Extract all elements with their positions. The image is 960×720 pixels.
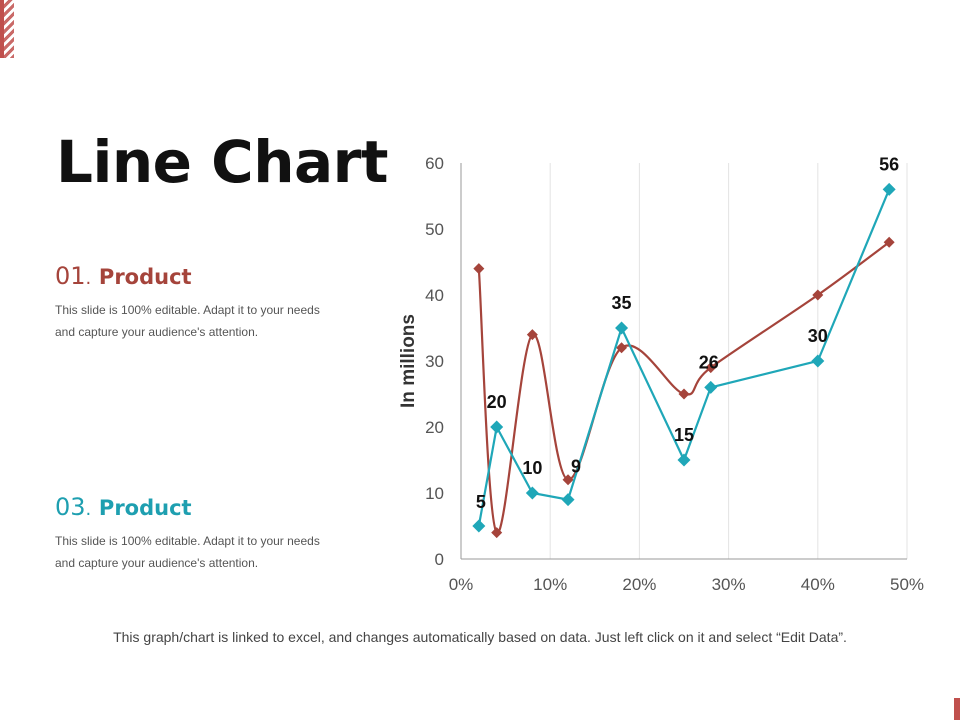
data-label: 26 — [699, 352, 719, 372]
data-point-marker — [883, 236, 895, 248]
product-description: This slide is 100% editable. Adapt it to… — [55, 534, 320, 570]
data-label: 30 — [808, 326, 828, 346]
data-label: 15 — [674, 425, 694, 445]
y-tick-label: 40 — [425, 286, 444, 305]
product-number-dot: . — [85, 268, 92, 289]
data-point-marker — [473, 263, 485, 275]
data-label: 20 — [487, 392, 507, 412]
data-point-marker — [616, 342, 628, 354]
data-point-marker — [526, 329, 538, 341]
data-point-marker — [491, 527, 503, 539]
y-axis-title: In millions — [398, 314, 419, 408]
data-point-marker — [561, 493, 575, 507]
data-point-marker — [525, 486, 539, 500]
data-point-marker — [705, 362, 717, 374]
data-point-marker — [678, 388, 690, 400]
x-tick-label: 10% — [533, 575, 567, 594]
x-tick-label: 40% — [801, 575, 835, 594]
product-heading: 03. Product — [55, 493, 345, 521]
data-point-marker — [615, 321, 629, 335]
product-description: This slide is 100% editable. Adapt it to… — [55, 303, 320, 339]
data-point-marker — [812, 289, 824, 301]
data-label: 56 — [879, 154, 899, 174]
y-tick-label: 10 — [425, 484, 444, 503]
y-tick-label: 0 — [435, 550, 444, 569]
product-number-dot: . — [85, 499, 92, 520]
data-point-marker — [677, 453, 691, 467]
product-number: 03 — [55, 493, 86, 521]
y-tick-label: 50 — [425, 220, 444, 239]
y-tick-label: 60 — [425, 154, 444, 173]
data-label: 5 — [476, 492, 486, 512]
data-point-marker — [704, 380, 718, 394]
x-tick-label: 50% — [890, 575, 924, 594]
y-tick-label: 30 — [425, 352, 444, 371]
data-point-marker — [490, 420, 504, 434]
series-line — [477, 241, 890, 534]
product-name: Product — [98, 265, 192, 289]
data-label: 35 — [612, 293, 632, 313]
data-point-marker — [811, 354, 825, 368]
data-label: 9 — [571, 457, 581, 477]
data-label: 10 — [522, 458, 542, 478]
product-section-01: 01. Product This slide is 100% editable.… — [55, 262, 345, 343]
corner-accent-bar — [0, 0, 4, 58]
chart-footnote: This graph/chart is linked to excel, and… — [113, 629, 847, 645]
product-section-03: 03. Product This slide is 100% editable.… — [55, 493, 345, 574]
slide-title: Line Chart — [56, 128, 388, 196]
bottom-right-accent-bar — [954, 698, 960, 720]
product-heading: 01. Product — [55, 262, 345, 290]
x-tick-label: 0% — [449, 575, 474, 594]
y-tick-label: 20 — [425, 418, 444, 437]
x-tick-label: 30% — [712, 575, 746, 594]
data-point-marker — [562, 474, 574, 486]
x-tick-label: 20% — [622, 575, 656, 594]
data-point-marker — [472, 519, 486, 533]
product-name: Product — [98, 496, 192, 520]
data-point-marker — [882, 182, 896, 196]
product-number: 01 — [55, 262, 86, 290]
